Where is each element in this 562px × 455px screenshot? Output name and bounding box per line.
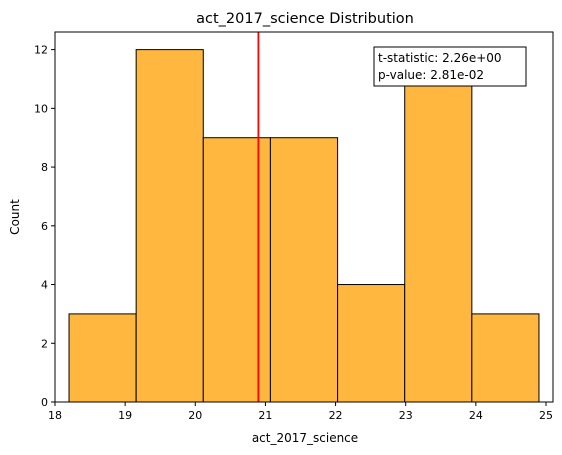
histogram-bar: [471, 313, 540, 403]
x-axis-label: act_2017_science: [252, 431, 358, 445]
x-tick-label: 24: [469, 409, 483, 422]
y-tick-label: 4: [41, 279, 48, 292]
y-axis-ticks: 0 2 4 6 8 10 12: [34, 44, 55, 409]
x-axis-ticks: 18 19 20 21 22 23 24 25: [48, 402, 553, 422]
y-tick-label: 8: [41, 161, 48, 174]
x-tick-label: 21: [258, 409, 272, 422]
y-tick-label: 2: [41, 337, 48, 350]
stats-box: t-statistic: 2.26e+00 p-value: 2.81e-02: [373, 46, 527, 87]
y-tick-label: 12: [34, 44, 48, 57]
x-tick-label: 18: [48, 409, 62, 422]
y-tick-label: 0: [41, 396, 48, 409]
bars-group: [68, 49, 540, 403]
histogram-bar: [404, 78, 473, 403]
t-statistic-text: t-statistic: 2.26e+00: [378, 51, 502, 65]
histogram-bar: [269, 137, 339, 403]
x-tick-label: 22: [329, 409, 343, 422]
y-tick-label: 10: [34, 102, 48, 115]
y-tick-label: 6: [41, 220, 48, 233]
x-tick-label: 20: [188, 409, 202, 422]
x-tick-label: 23: [399, 409, 413, 422]
histogram-bar: [202, 137, 271, 403]
x-tick-label: 19: [118, 409, 132, 422]
histogram-bar: [337, 284, 406, 403]
x-tick-label: 25: [539, 409, 553, 422]
stats-box-frame: [373, 46, 527, 87]
plot-frame: [54, 31, 554, 403]
histogram-bar: [135, 49, 204, 403]
chart-title: act_2017_science Distribution: [196, 11, 414, 27]
p-value-text: p-value: 2.81e-02: [378, 68, 484, 82]
histogram-bar: [68, 313, 137, 403]
y-axis-label: Count: [8, 199, 22, 235]
